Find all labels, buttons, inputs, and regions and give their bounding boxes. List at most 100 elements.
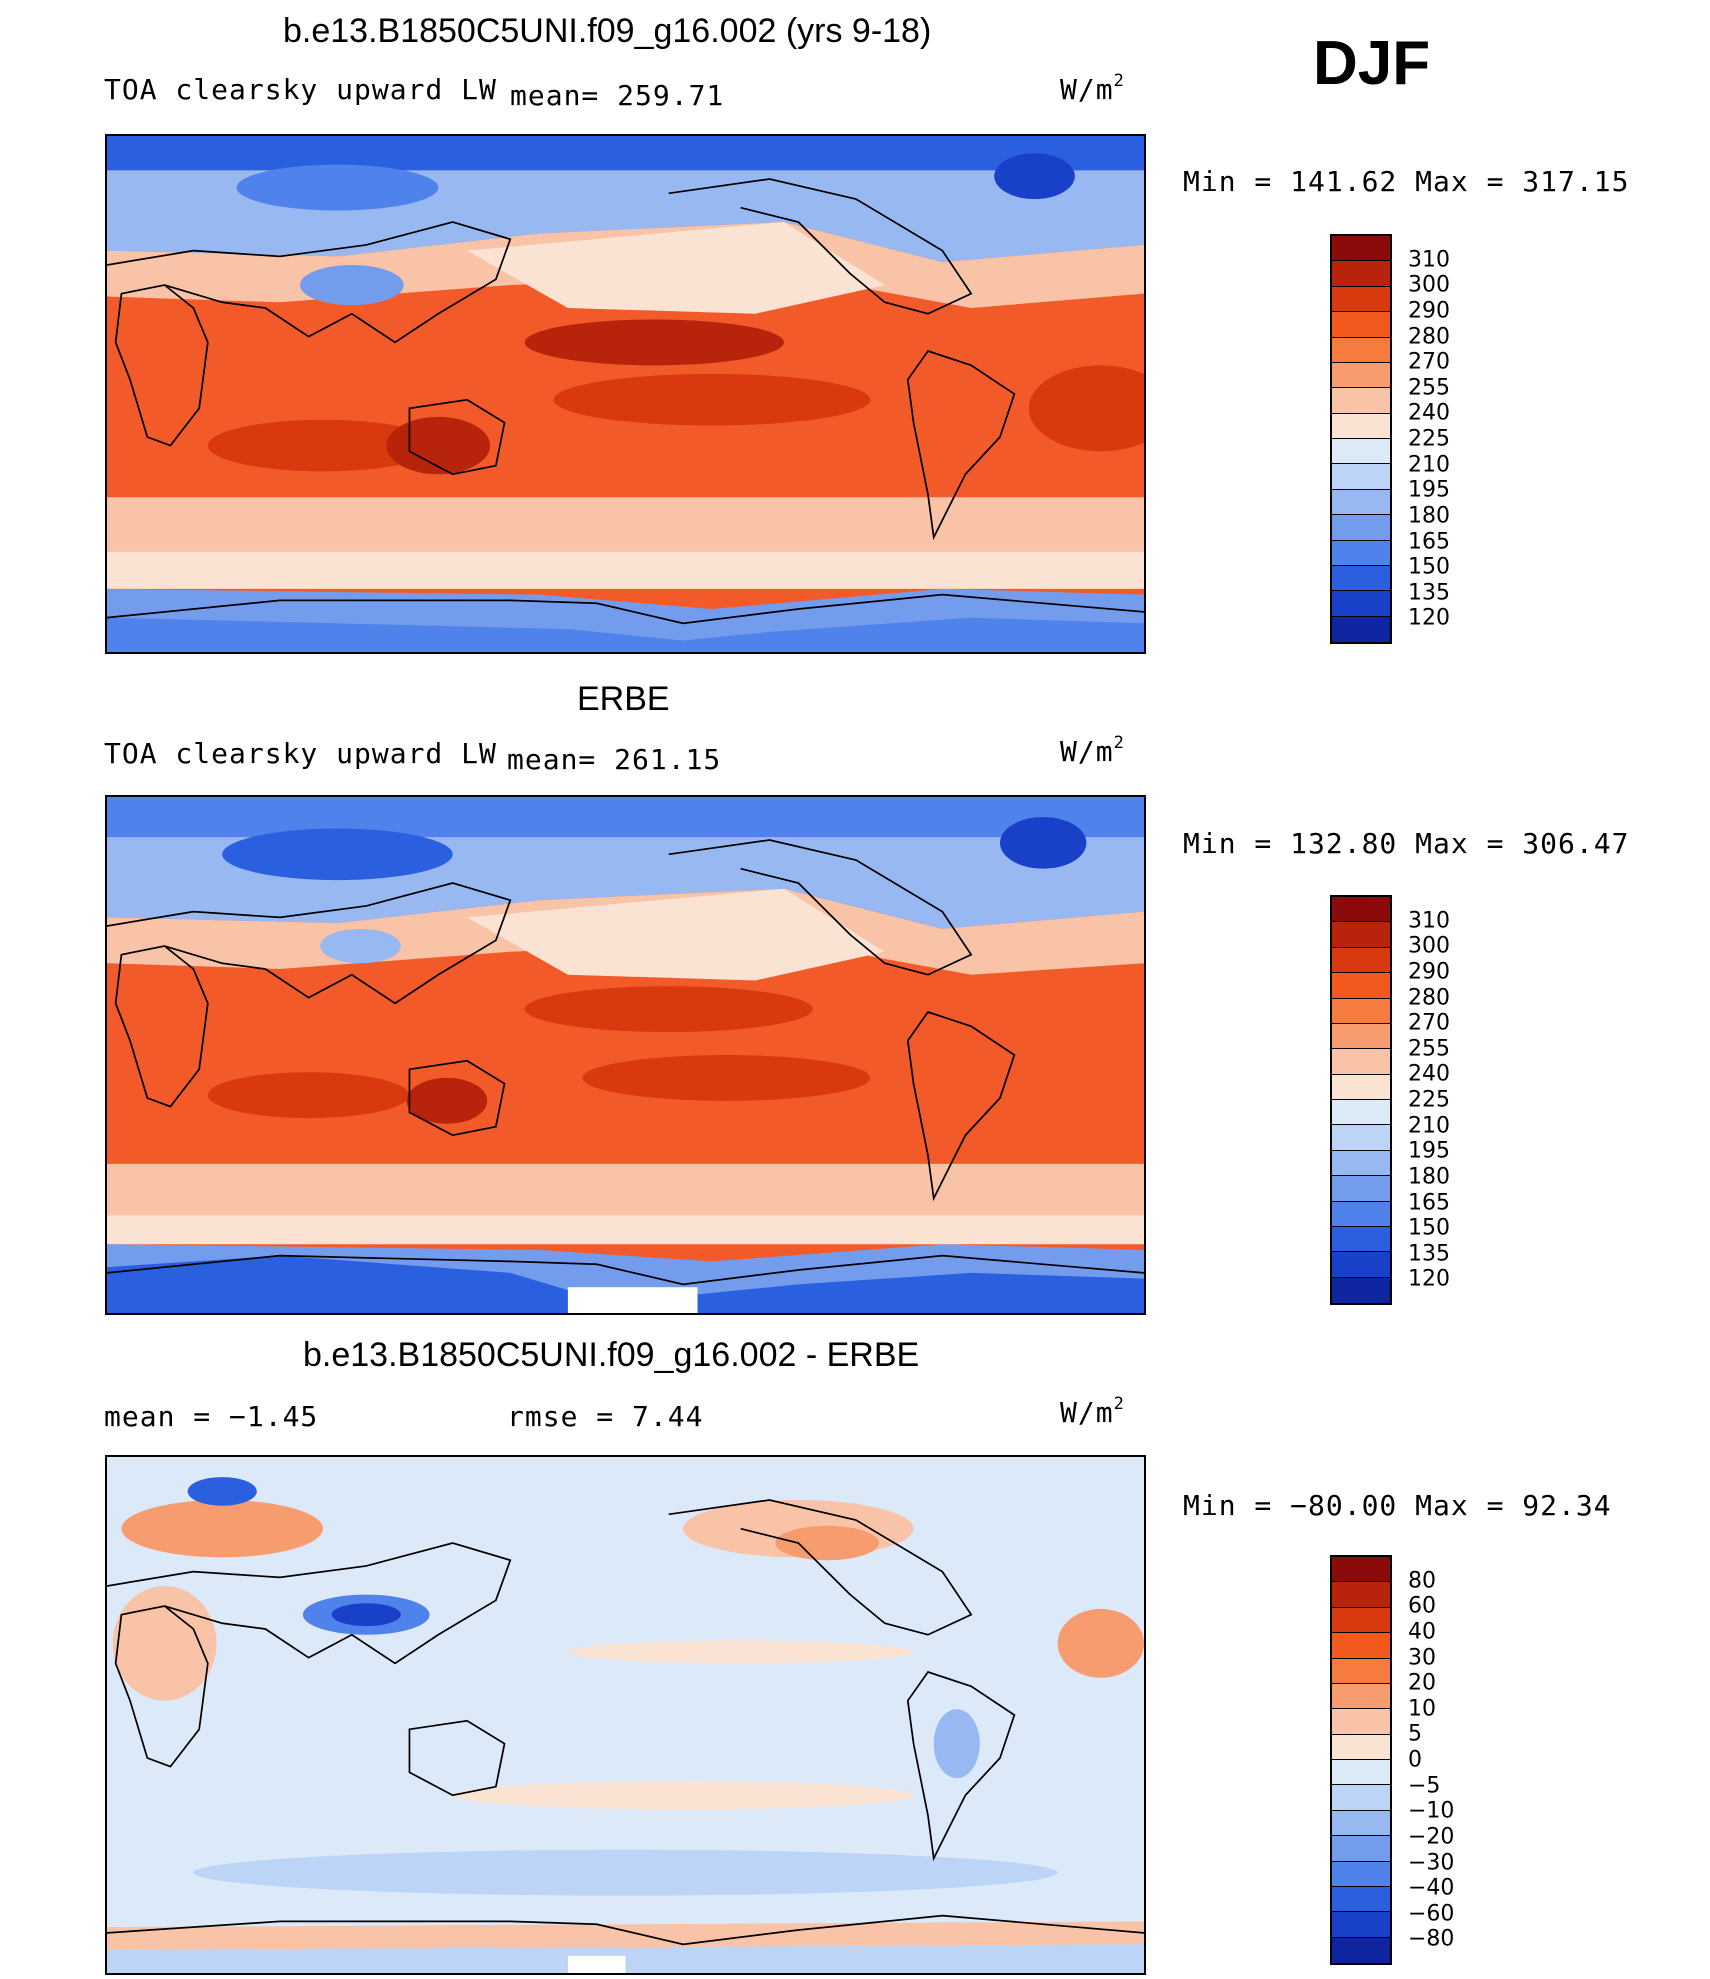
colorbar-tick-label: −60	[1408, 1901, 1455, 1927]
greenland-cold	[999, 817, 1087, 869]
colorbar-cell	[1332, 1100, 1390, 1126]
colorbar-cell	[1332, 1277, 1390, 1303]
colorbar-tick-label: 60	[1408, 1593, 1436, 1619]
southern-ocean-cool	[193, 1849, 1058, 1896]
colorbar-tick-label: 150	[1408, 554, 1450, 580]
colorbar-tick-label: 180	[1408, 503, 1450, 529]
colorbar-tick-label: 135	[1408, 1241, 1450, 1267]
colorbar-cell	[1332, 1226, 1390, 1253]
colorbar-cell	[1332, 1886, 1390, 1913]
band-south-mid	[107, 1215, 1144, 1245]
indian-warm	[207, 419, 439, 472]
coast-north-america	[668, 178, 973, 315]
coast-australia	[408, 1059, 506, 1137]
colorbar-cell	[1332, 1074, 1390, 1100]
colorbar-cell	[1332, 1201, 1390, 1227]
panel3-colorbar	[1330, 1555, 1392, 1965]
missing-data-patch	[567, 1287, 698, 1313]
panel3-map	[105, 1455, 1146, 1975]
colorbar-tick-label: 280	[1408, 324, 1450, 349]
colorbar-cell	[1332, 998, 1390, 1024]
colorbar-tick-label: 0	[1408, 1747, 1422, 1773]
band-arctic	[107, 136, 1144, 171]
panel3-mean: mean = −1.45	[104, 1400, 319, 1433]
colorbar-cell	[1332, 1683, 1390, 1710]
colorbar-tick-label: 240	[1408, 1061, 1450, 1087]
panel2-units: W/m2	[1060, 733, 1125, 768]
na-warm-core	[775, 1525, 879, 1561]
colorbar-cell	[1332, 439, 1390, 465]
band-south-mid	[107, 551, 1144, 589]
indian-warm	[207, 1072, 410, 1119]
colorbar-cell	[1332, 1582, 1390, 1608]
coastlines	[107, 1499, 1144, 1946]
colorbar-tick-label: 135	[1408, 580, 1450, 606]
atlantic-warm	[1028, 365, 1144, 452]
colorbar-tick-label: 30	[1408, 1645, 1436, 1670]
coast-australia	[408, 398, 506, 476]
coast-north-america	[668, 1499, 973, 1636]
greenland-cold	[994, 153, 1075, 200]
colorbar-cell	[1332, 1912, 1390, 1938]
colorbar-tick-label: −5	[1408, 1773, 1441, 1799]
colorbar-cell	[1332, 540, 1390, 566]
colorbar-cell	[1332, 565, 1390, 592]
europe-warm	[121, 1500, 324, 1558]
band-arctic	[107, 797, 1144, 838]
colorbar-cell	[1332, 464, 1390, 490]
colorbar-tick-label: 10	[1408, 1696, 1436, 1722]
colorbar-cell	[1332, 1633, 1390, 1659]
colorbar-cell	[1332, 1023, 1390, 1050]
colorbar-cell	[1332, 1176, 1390, 1202]
panel2-mean: mean= 261.15	[507, 743, 722, 776]
colorbar-cell	[1332, 973, 1390, 999]
colorbar-tick-label: −20	[1408, 1824, 1455, 1850]
colorbar-tick-label: 20	[1408, 1670, 1436, 1696]
panel2-variable: TOA clearsky upward LW	[104, 737, 497, 770]
coast-eurasia	[107, 882, 512, 1005]
panel3-map-svg	[107, 1457, 1144, 1973]
colorbar-tick-label: −80	[1408, 1926, 1455, 1952]
pacific-warm	[524, 319, 784, 366]
colorbar-tick-label: 5	[1408, 1721, 1422, 1747]
colorbar-cell	[1332, 1607, 1390, 1634]
colorbar-cell	[1332, 922, 1390, 948]
coast-south-america	[906, 1010, 1016, 1202]
colorbar-cell	[1332, 337, 1390, 363]
panel2-map	[105, 795, 1146, 1315]
band-south-low	[107, 497, 1144, 552]
pacific-band	[567, 1640, 914, 1664]
coastlines	[107, 839, 1144, 1286]
colorbar-cell	[1332, 1785, 1390, 1811]
colorbar-tick-label: 120	[1408, 605, 1450, 631]
colorbar-tick-label: 120	[1408, 1266, 1450, 1292]
colorbar-tick-label: 210	[1408, 1113, 1450, 1139]
coast-africa	[114, 1605, 209, 1768]
colorbar-cell	[1332, 1836, 1390, 1862]
colorbar-cell	[1332, 897, 1390, 923]
colorbar-cell	[1332, 1658, 1390, 1684]
colorbar-tick-label: 290	[1408, 959, 1450, 985]
atlantic-warm	[1057, 1608, 1144, 1678]
colorbar-cell	[1332, 1810, 1390, 1837]
panel1-map-svg	[107, 136, 1144, 652]
colorbar-cell	[1332, 413, 1390, 439]
colorbar-cell	[1332, 286, 1390, 313]
colorbar-cell	[1332, 1861, 1390, 1887]
colorbar-cell	[1332, 1150, 1390, 1177]
colorbar-cell	[1332, 1125, 1390, 1151]
colorbar-cell	[1332, 515, 1390, 541]
season-label: DJF	[1313, 29, 1431, 98]
panel1-units: W/m2	[1060, 71, 1125, 106]
colorbar-cell	[1332, 1709, 1390, 1735]
colorbar-tick-label: 180	[1408, 1164, 1450, 1190]
colorbar-cell	[1332, 489, 1390, 516]
siberia-cold	[222, 828, 453, 881]
coastlines	[107, 178, 1144, 625]
colorbar-cell	[1332, 362, 1390, 389]
colorbar-tick-label: −10	[1408, 1798, 1455, 1824]
coast-africa	[114, 945, 209, 1108]
siberia-cold	[187, 1477, 257, 1506]
tibet-cold-core	[331, 1603, 401, 1627]
colorbar-tick-label: 300	[1408, 933, 1450, 959]
